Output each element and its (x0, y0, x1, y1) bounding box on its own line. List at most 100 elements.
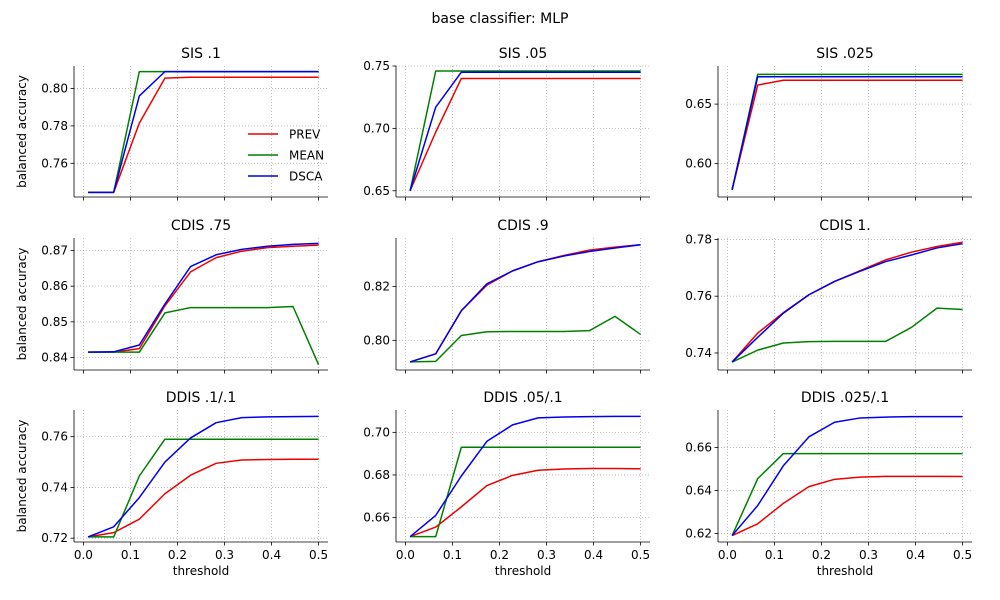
legend-label-dsca: DSCA (289, 170, 323, 184)
series-line-dsca (409, 415, 641, 538)
x-tick-label: 0.1 (121, 548, 140, 562)
y-tick-label: 0.85 (41, 315, 68, 329)
x-tick-label: 0.3 (859, 548, 878, 562)
series-line-mean (88, 438, 319, 538)
panel-title: CDIS 1. (819, 218, 870, 234)
panel-title: CDIS .9 (497, 218, 548, 234)
series-line-prev (409, 77, 641, 192)
y-tick-label: 0.64 (685, 483, 712, 497)
legend: PREV MEAN DSCA (248, 128, 324, 184)
series-line-mean (731, 307, 963, 363)
panel-title: DDIS .05/.1 (483, 390, 562, 406)
series-line-dsca (87, 415, 319, 538)
series-line-mean (731, 73, 963, 191)
y-tick-label: 0.76 (685, 289, 712, 303)
x-axis-label: threshold (817, 564, 874, 578)
chart-panel: 0.80 0.82 CDIS .9 (363, 218, 650, 374)
series-line-mean (409, 70, 641, 191)
x-tick-label: 0.1 (765, 548, 784, 562)
series-line-mean (731, 452, 963, 536)
series-line-dsca (88, 242, 319, 353)
series-line-mean (88, 305, 320, 365)
series-line-prev (731, 241, 963, 363)
panel-title: CDIS .75 (171, 218, 231, 234)
y-tick-label: 0.75 (363, 59, 390, 73)
y-axis-label: balanced accuracy (15, 75, 29, 188)
panel-title: SIS .1 (181, 46, 221, 62)
x-tick-label: 0.2 (812, 548, 831, 562)
chart-panel: 0.84 0.85 0.86 0.87 CDIS .75 balanced accurac… (15, 218, 328, 374)
y-tick-label: 0.70 (363, 425, 390, 439)
chart-panel: 0.76 0.78 0.80 SIS .1 balanced accuracy (15, 46, 328, 201)
y-tick-label: 0.74 (685, 346, 712, 360)
panel-title: DDIS .025/.1 (801, 390, 889, 406)
y-tick-label: 0.65 (363, 184, 390, 198)
y-tick-label: 0.66 (685, 441, 712, 455)
y-axis-label: balanced accuracy (15, 420, 29, 533)
series-line-prev (409, 243, 641, 363)
y-tick-label: 0.78 (41, 119, 68, 133)
x-axis-label: threshold (173, 564, 230, 578)
y-tick-label: 0.62 (685, 526, 712, 540)
x-tick-label: 0.5 (309, 548, 328, 562)
series-line-prev (87, 458, 319, 538)
chart-panel: 0.62 0.64 0.66 0.0 0.1 0.2 0.3 0.4 0.5 DDIS .025/… (685, 390, 972, 578)
chart-panel: 0.65 0.70 0.75 SIS .05 (363, 46, 650, 201)
series-line-dsca (731, 415, 963, 537)
y-tick-label: 0.60 (685, 157, 712, 171)
y-tick-label: 0.86 (41, 279, 68, 293)
series-line-mean (88, 70, 319, 194)
series-line-dsca (409, 243, 641, 363)
chart-panel: 0.74 0.76 0.78 CDIS 1. (685, 218, 972, 374)
figure-suptitle: base classifier: MLP (432, 11, 569, 27)
panel-title: SIS .05 (499, 46, 548, 62)
y-tick-label: 0.80 (41, 81, 68, 95)
panel-title: SIS .025 (816, 46, 874, 62)
series-line-dsca (731, 242, 963, 363)
series-line-prev (731, 475, 963, 537)
legend-label-prev: PREV (289, 128, 321, 142)
series-line-mean (410, 315, 642, 363)
y-tick-label: 0.78 (685, 232, 712, 246)
y-tick-label: 0.76 (41, 430, 68, 444)
series-line-prev (88, 76, 319, 194)
panel-title: DDIS .1/.1 (166, 390, 236, 406)
x-tick-label: 0.5 (953, 548, 972, 562)
y-tick-label: 0.76 (41, 156, 68, 170)
x-tick-label: 0.5 (631, 548, 650, 562)
series-line-prev (731, 79, 963, 191)
y-tick-label: 0.84 (41, 351, 68, 365)
series-line-dsca (409, 71, 641, 191)
chart-panel: 0.72 0.74 0.76 0.0 0.1 0.2 0.3 0.4 0.5 DDIS .1/.1… (15, 390, 328, 578)
x-tick-label: 0.3 (215, 548, 234, 562)
series-line-mean (410, 446, 641, 538)
x-tick-label: 0.3 (537, 548, 556, 562)
x-axis-label: threshold (495, 564, 552, 578)
series-line-prev (88, 244, 319, 353)
y-tick-label: 0.74 (41, 480, 68, 494)
y-tick-label: 0.66 (363, 511, 390, 525)
y-tick-label: 0.80 (363, 333, 390, 347)
series-line-prev (409, 467, 641, 538)
x-tick-label: 0.2 (490, 548, 509, 562)
series-line-dsca (88, 70, 319, 194)
x-tick-label: 0.2 (168, 548, 187, 562)
x-tick-label: 0.1 (443, 548, 462, 562)
y-tick-label: 0.68 (363, 468, 390, 482)
x-tick-label: 0.4 (584, 548, 603, 562)
y-tick-label: 0.70 (363, 121, 390, 135)
x-tick-label: 0.4 (906, 548, 925, 562)
chart-panel: 0.66 0.68 0.70 0.0 0.1 0.2 0.3 0.4 0.5 DDIS .05/.… (363, 390, 650, 578)
y-tick-label: 0.65 (685, 97, 712, 111)
y-tick-label: 0.72 (41, 531, 68, 545)
y-tick-label: 0.82 (363, 279, 390, 293)
y-axis-label: balanced accuracy (15, 248, 29, 361)
x-tick-label: 0.0 (718, 548, 737, 562)
x-tick-label: 0.0 (396, 548, 415, 562)
series-line-dsca (731, 75, 963, 191)
x-tick-label: 0.4 (262, 548, 281, 562)
x-tick-label: 0.0 (74, 548, 93, 562)
y-tick-label: 0.87 (41, 243, 68, 257)
